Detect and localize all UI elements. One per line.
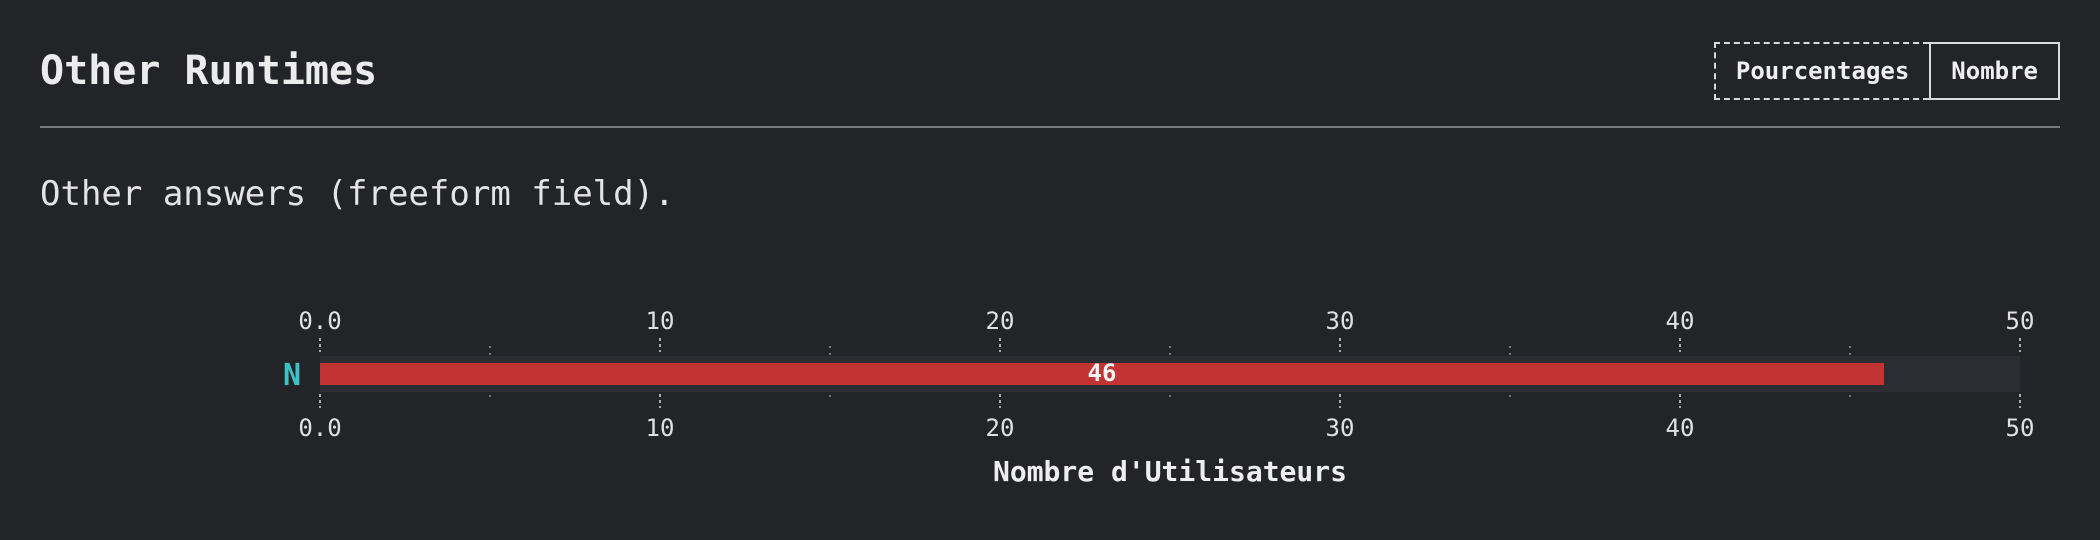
top-tick-label: 50	[2006, 307, 2035, 335]
bottom-tick-label: 0.0	[298, 414, 341, 442]
bars: 46 N	[283, 356, 2020, 393]
bottom-tick-label: 10	[646, 414, 675, 442]
bottom-tick-label: 30	[1326, 414, 1355, 442]
top-tick-label: 30	[1326, 307, 1355, 335]
bottom-axis: 0.0 10 20 30 40 50	[298, 394, 2034, 442]
bar	[320, 363, 1884, 385]
percentages-button[interactable]: Pourcentages	[1713, 42, 1930, 100]
section-title: Other Runtimes	[40, 48, 378, 94]
display-mode-toggle: Pourcentages Nombre	[1713, 42, 2060, 102]
top-tick-label: 0.0	[298, 307, 341, 335]
bottom-tick-label: 50	[2006, 414, 2035, 442]
bottom-tick-label: 20	[986, 414, 1015, 442]
top-axis: 0.0 10 20 30 40 50	[298, 307, 2034, 352]
count-button[interactable]: Nombre	[1929, 42, 2060, 100]
category-label: N	[283, 358, 301, 393]
top-tick-label: 40	[1666, 307, 1695, 335]
x-axis-title: Nombre d'Utilisateurs	[993, 455, 1347, 488]
bar-chart: 0.0 10 20 30 40 50 0.0 10 20 30 40 50 46 N Nombre d…	[283, 307, 2034, 488]
top-tick-label: 20	[986, 307, 1015, 335]
bottom-tick-label: 40	[1666, 414, 1695, 442]
bar-value-label: 46	[1088, 359, 1117, 387]
section-header: Other Runtimes Pourcentages Nombre	[40, 38, 2060, 128]
top-tick-label: 10	[646, 307, 675, 335]
chart-description: Other answers (freeform field).	[40, 174, 675, 214]
